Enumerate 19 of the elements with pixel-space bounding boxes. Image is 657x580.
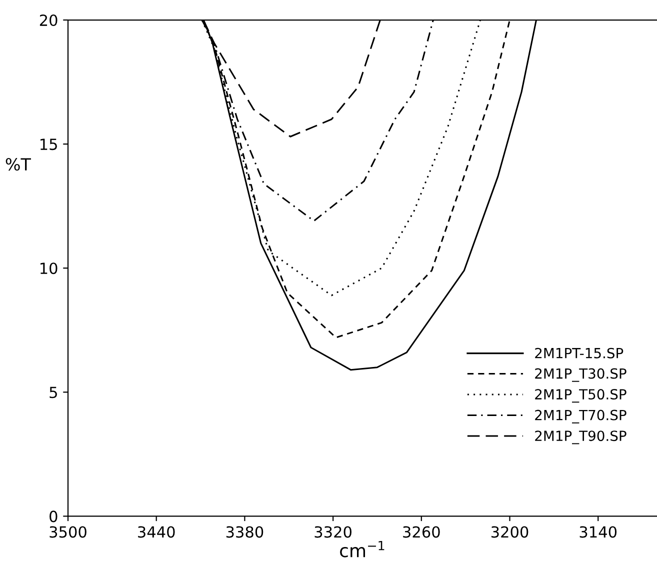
x-tick-label: 3380 — [226, 526, 264, 538]
legend-label: 2M1PT-15.SP — [535, 348, 624, 358]
x-tick-label: 3260 — [403, 526, 440, 538]
legend-label: 2M1P_T50.SP — [535, 389, 626, 403]
x-tick-label: 3500 — [50, 526, 86, 538]
x-tick-label: 3200 — [491, 526, 528, 538]
y-axis-title: %T — [6, 158, 31, 171]
legend-label: 2M1P_T90.SP — [535, 430, 626, 444]
x-tick-label: 3140 — [580, 526, 617, 538]
y-tick-label: 10 — [40, 262, 58, 274]
legend-label: 2M1P_T30.SP — [535, 368, 626, 382]
x-axis-title: cm$^{−1}$ — [340, 540, 384, 558]
y-tick-label: 20 — [40, 14, 58, 26]
x-tick-label: 3440 — [138, 526, 175, 538]
y-tick-label: 15 — [40, 138, 57, 150]
legend-label: 2M1P_T70.SP — [535, 410, 626, 424]
y-tick-label: 0 — [50, 510, 58, 522]
y-tick-label: 5 — [50, 386, 57, 398]
x-tick-label: 3320 — [314, 526, 352, 538]
